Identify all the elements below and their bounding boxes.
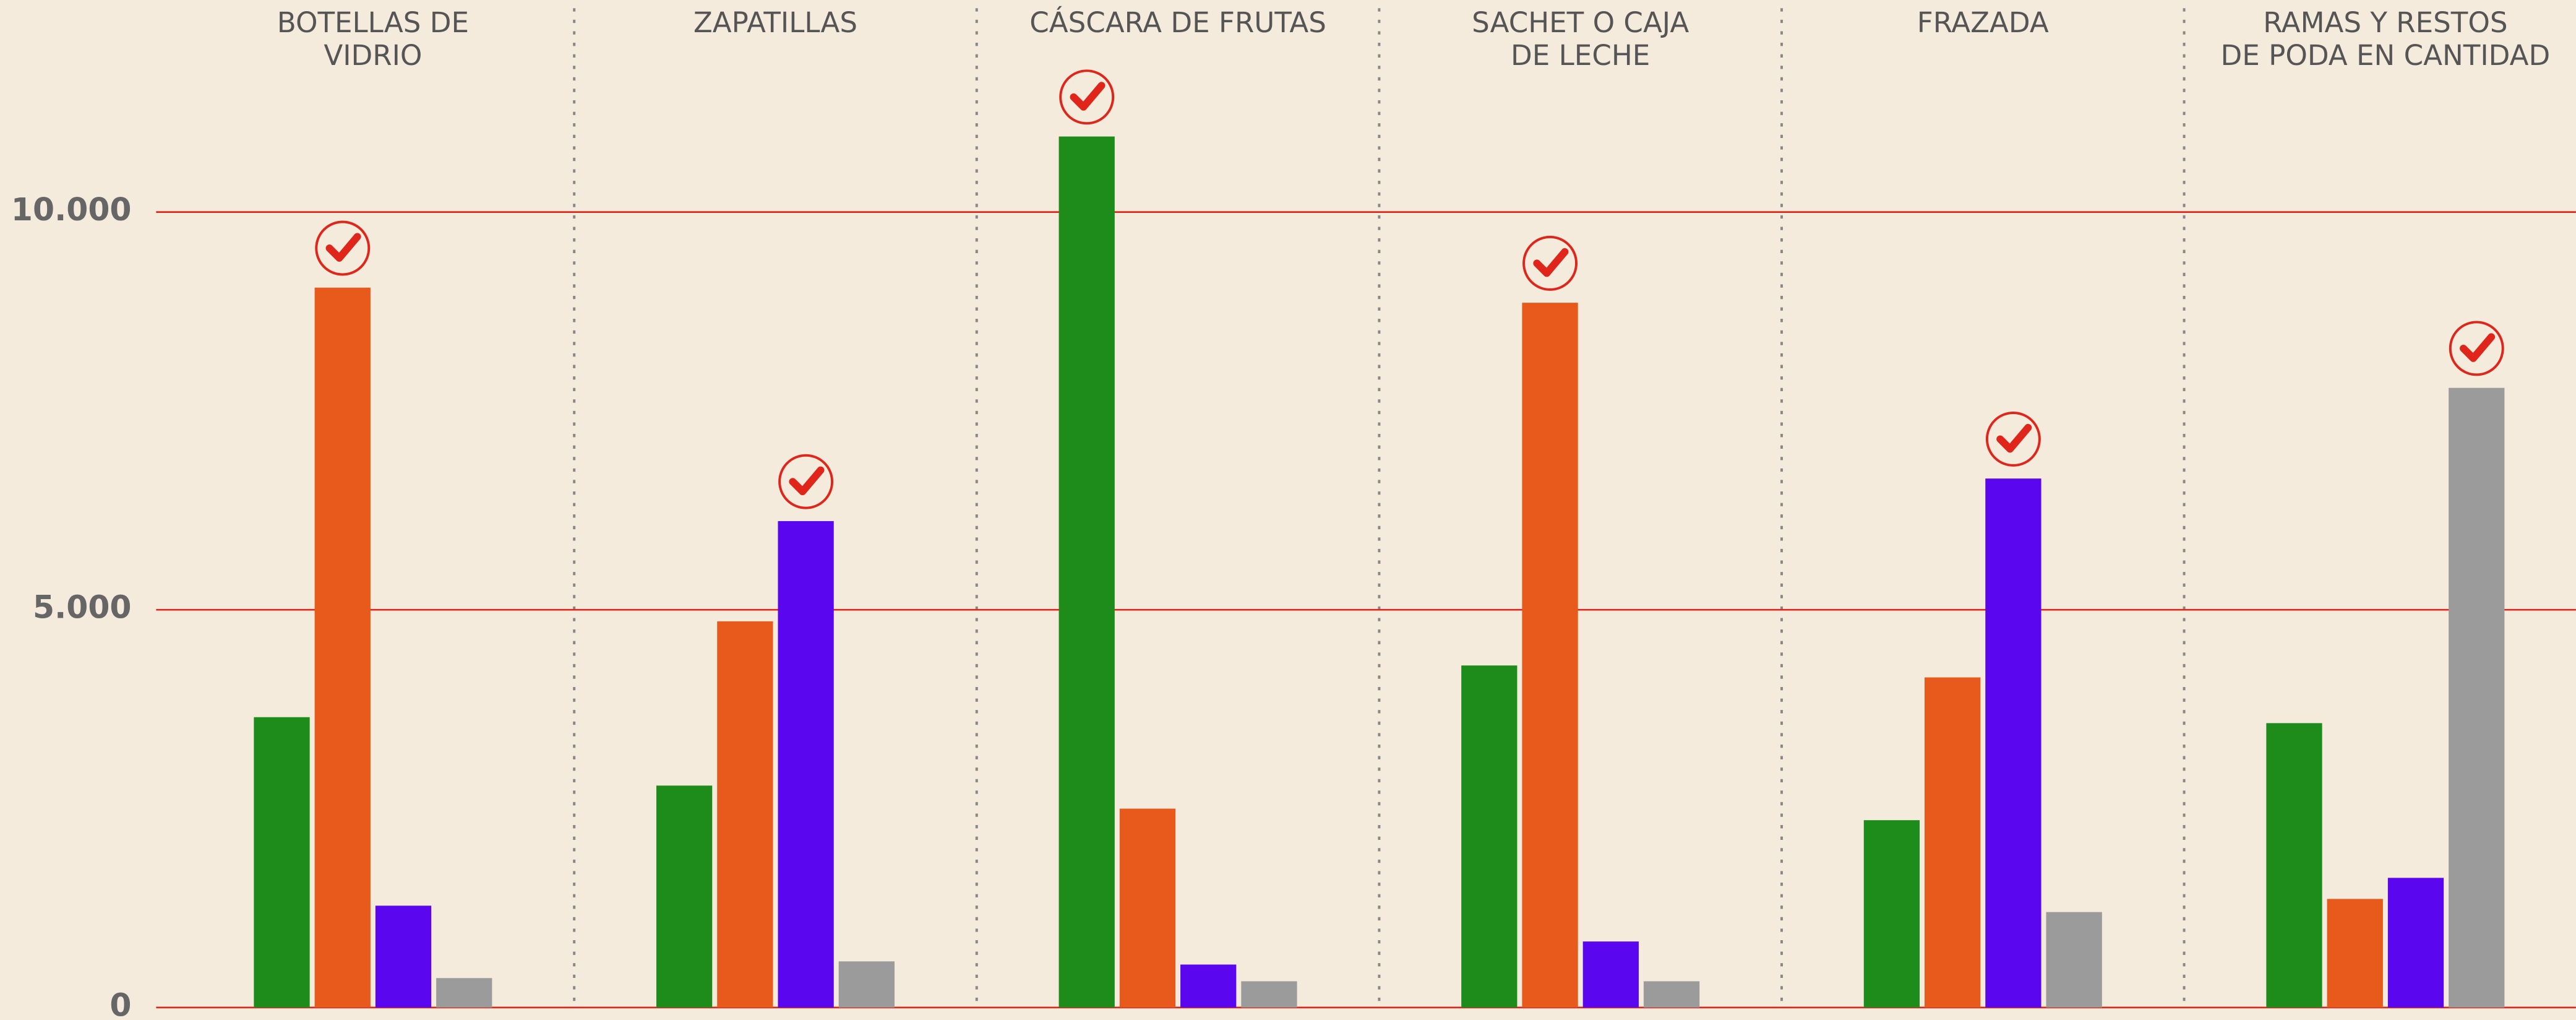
bar: [778, 521, 834, 1008]
bar: [656, 785, 713, 1008]
check-circle: [315, 220, 371, 276]
bar: [1522, 303, 1578, 1008]
bar: [1582, 941, 1639, 1008]
bar: [375, 905, 432, 1008]
bar: [838, 961, 895, 1008]
check-icon: [325, 233, 361, 262]
bar: [1180, 964, 1237, 1008]
check-icon: [1070, 82, 1106, 111]
y-tick-label: 10.000: [11, 191, 132, 228]
bar: [254, 717, 310, 1008]
check-icon: [1996, 423, 2032, 453]
bar: [1863, 820, 1920, 1008]
bar: [1241, 981, 1297, 1008]
bar: [1643, 981, 1700, 1008]
bar: [1058, 136, 1115, 1008]
check-icon: [789, 466, 825, 496]
category-label: SACHET O CAJA DE LECHE: [1472, 6, 1689, 72]
check-circle: [778, 454, 834, 509]
bar: [2327, 899, 2383, 1008]
category-label: ZAPATILLAS: [693, 6, 857, 39]
check-circle: [2449, 321, 2504, 376]
bar: [1461, 665, 1518, 1008]
bar: [314, 287, 371, 1008]
bar: [2266, 723, 2322, 1008]
check-icon: [2460, 333, 2496, 362]
bar: [1119, 808, 1176, 1008]
check-circle: [1522, 235, 1578, 291]
bar: [2387, 878, 2444, 1008]
category-label: RAMAS Y RESTOS DE PODA EN CANTIDAD: [2221, 6, 2551, 72]
y-tick-label: 0: [109, 987, 131, 1020]
bar: [1985, 478, 2041, 1008]
category-label: CÁSCARA DE FRUTAS: [1029, 6, 1326, 39]
bar: [717, 621, 773, 1008]
bar: [1925, 677, 1981, 1008]
bar: [2449, 387, 2505, 1008]
bar: [2046, 912, 2102, 1008]
y-tick-label: 5.000: [33, 589, 132, 626]
category-label: FRAZADA: [1917, 6, 2049, 39]
check-icon: [1533, 248, 1569, 277]
check-circle: [1985, 411, 2041, 467]
check-circle: [1059, 69, 1115, 125]
bar: [436, 978, 492, 1008]
category-label: BOTELLAS DE VIDRIO: [277, 6, 469, 72]
